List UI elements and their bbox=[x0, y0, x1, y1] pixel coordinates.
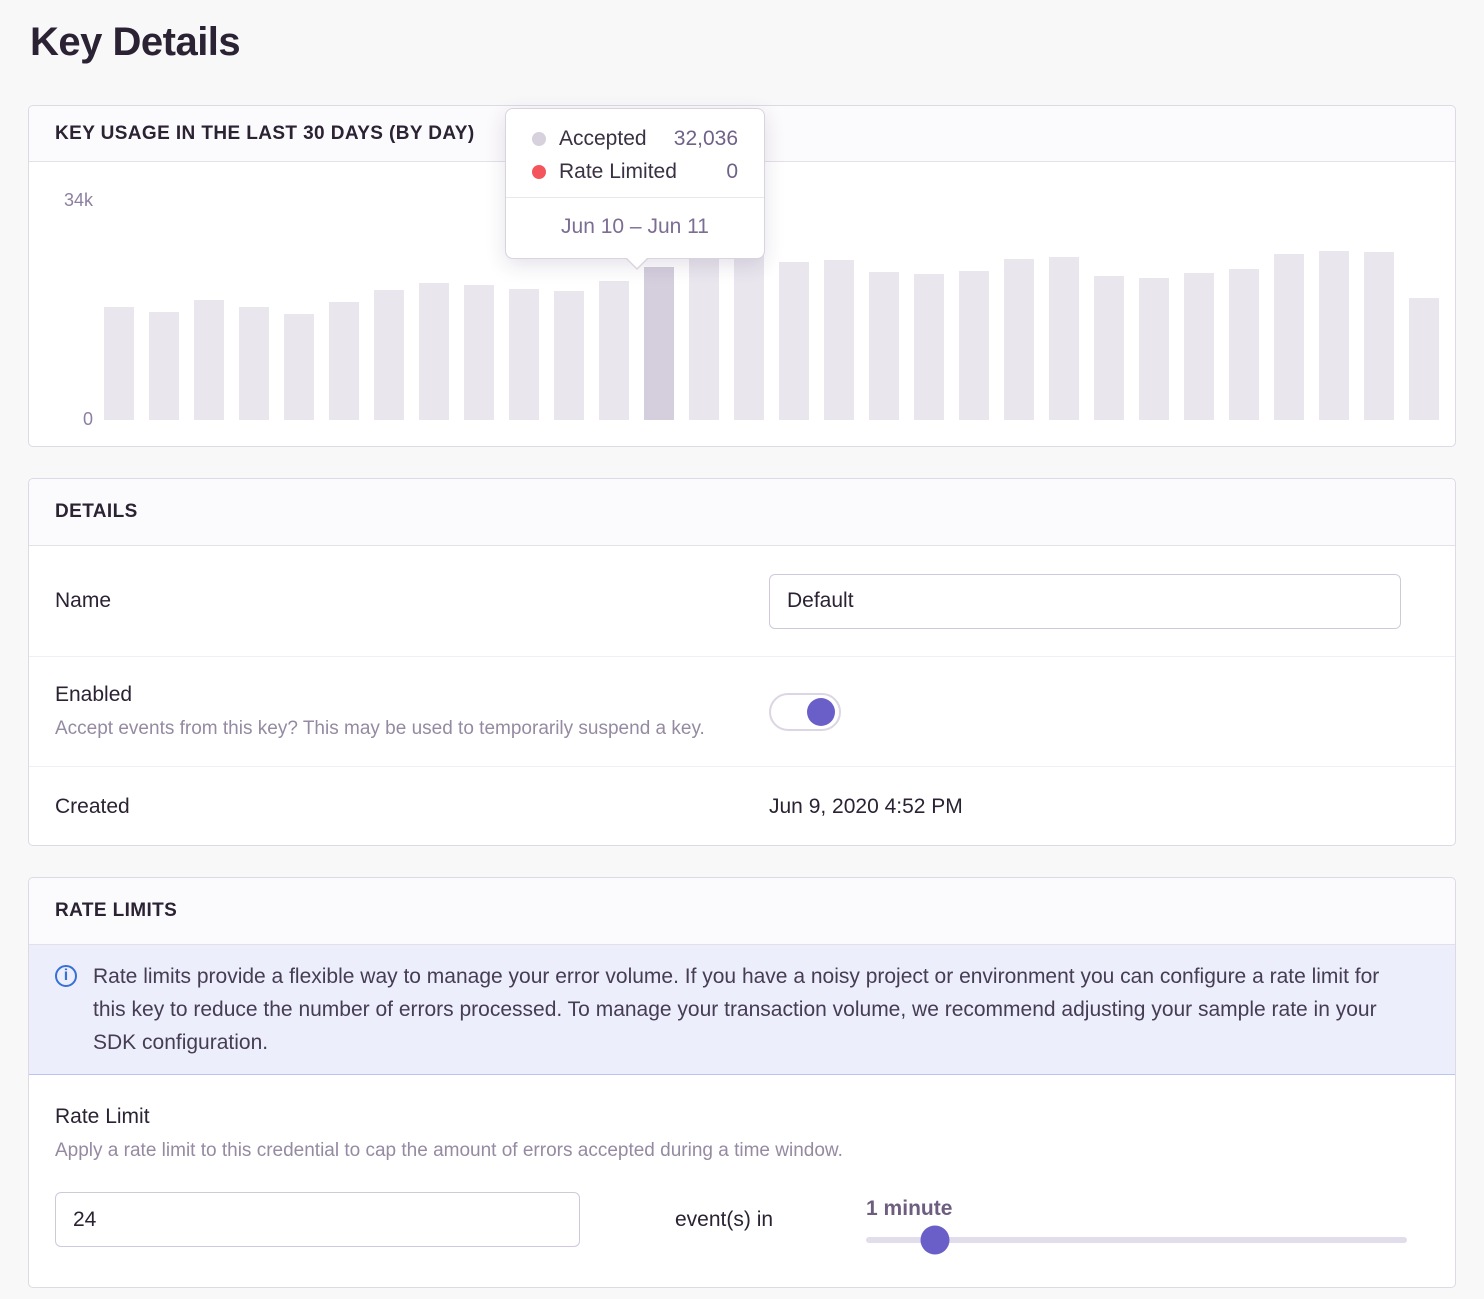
chart-bar[interactable] bbox=[239, 307, 269, 420]
time-window-slider-knob[interactable] bbox=[920, 1225, 950, 1254]
tooltip-row-accepted: Accepted 32,036 bbox=[532, 122, 738, 155]
chart-bar[interactable] bbox=[509, 289, 539, 420]
rate-limit-label: Rate Limit bbox=[55, 1105, 150, 1128]
enabled-help-text: Accept events from this key? This may be… bbox=[55, 718, 705, 739]
chart-bar[interactable] bbox=[779, 262, 809, 420]
enabled-label: Enabled bbox=[55, 683, 133, 706]
chart-bar[interactable] bbox=[644, 267, 674, 420]
chart-bar[interactable] bbox=[329, 302, 359, 420]
chart-bar[interactable] bbox=[1319, 251, 1349, 420]
tooltip-row-rate-limited: Rate Limited 0 bbox=[532, 155, 738, 188]
events-in-label: event(s) in bbox=[675, 1207, 774, 1231]
rate-limits-info-alert: i Rate limits provide a flexible way to … bbox=[29, 945, 1455, 1075]
chart-bar[interactable] bbox=[689, 256, 719, 420]
chart-bar[interactable] bbox=[1139, 278, 1169, 420]
chart-bar[interactable] bbox=[1364, 252, 1394, 420]
rate-limits-panel-title: RATE LIMITS bbox=[55, 900, 178, 921]
info-icon: i bbox=[55, 965, 77, 987]
created-value: Jun 9, 2020 4:52 PM bbox=[769, 795, 963, 818]
chart-bar[interactable] bbox=[464, 285, 494, 420]
rate-limits-panel-header: RATE LIMITS bbox=[29, 878, 1455, 945]
y-axis-zero-label: 0 bbox=[82, 409, 93, 429]
chart-bar[interactable] bbox=[1229, 269, 1259, 420]
page-title: Key Details bbox=[30, 20, 241, 64]
chart-bar[interactable] bbox=[194, 300, 224, 420]
details-panel-header: DETAILS bbox=[29, 479, 1455, 546]
y-axis-max-label: 34k bbox=[63, 190, 93, 210]
name-row: Name bbox=[29, 546, 1455, 657]
chart-bar[interactable] bbox=[1409, 298, 1439, 420]
name-label: Name bbox=[55, 589, 112, 612]
rate-limit-controls: event(s) in 1 minute bbox=[55, 1192, 1407, 1254]
accepted-series-dot-icon bbox=[532, 131, 546, 146]
chart-bar[interactable] bbox=[1094, 276, 1124, 420]
chart-bar[interactable] bbox=[374, 290, 404, 420]
rate-limits-panel: RATE LIMITS i Rate limits provide a flex… bbox=[28, 877, 1456, 1288]
time-window-slider[interactable] bbox=[866, 1225, 1407, 1254]
chart-tooltip: Accepted 32,036 Rate Limited 0 Jun 10 – … bbox=[505, 108, 765, 270]
enabled-toggle-knob bbox=[807, 697, 835, 726]
rate-limits-info-text: Rate limits provide a flexible way to ma… bbox=[93, 965, 1380, 1054]
chart-bar[interactable] bbox=[1184, 273, 1214, 420]
time-window-value-label: 1 minute bbox=[866, 1196, 953, 1220]
rate-limit-field: Rate Limit Apply a rate limit to this cr… bbox=[29, 1075, 1455, 1254]
chart-bar[interactable] bbox=[824, 260, 854, 420]
created-label: Created bbox=[55, 795, 130, 818]
chart-bar[interactable] bbox=[284, 314, 314, 420]
tooltip-divider bbox=[506, 197, 764, 198]
rate-limited-series-dot-icon bbox=[532, 164, 546, 179]
tooltip-rate-limited-value: 0 bbox=[726, 159, 738, 183]
tooltip-rate-limited-label: Rate Limited bbox=[559, 159, 677, 183]
chart-bar[interactable] bbox=[104, 307, 134, 420]
tooltip-accepted-value: 32,036 bbox=[673, 126, 738, 150]
chart-bar[interactable] bbox=[914, 274, 944, 420]
rate-limit-count-input[interactable] bbox=[55, 1192, 580, 1247]
time-window-slider-group: 1 minute bbox=[866, 1196, 1407, 1254]
chart-bar[interactable] bbox=[1274, 254, 1304, 420]
chart-bar[interactable] bbox=[599, 281, 629, 420]
created-row: Created Jun 9, 2020 4:52 PM bbox=[29, 767, 1455, 847]
details-panel-title: DETAILS bbox=[55, 501, 138, 522]
tooltip-accepted-label: Accepted bbox=[559, 126, 647, 150]
chart-bar[interactable] bbox=[869, 272, 899, 420]
details-panel: DETAILS Name Enabled Accept events from … bbox=[28, 478, 1456, 846]
chart-bar[interactable] bbox=[419, 283, 449, 420]
key-usage-panel: KEY USAGE IN THE LAST 30 DAYS (BY DAY) 3… bbox=[28, 105, 1456, 447]
key-usage-panel-title: KEY USAGE IN THE LAST 30 DAYS (BY DAY) bbox=[55, 122, 475, 144]
chart-bar[interactable] bbox=[149, 312, 179, 420]
bar-series bbox=[104, 200, 1439, 420]
rate-limit-help-text: Apply a rate limit to this credential to… bbox=[55, 1140, 843, 1161]
name-input[interactable] bbox=[769, 573, 1401, 629]
chart-bar[interactable] bbox=[554, 291, 584, 420]
enabled-toggle[interactable] bbox=[769, 692, 841, 731]
chart-bar[interactable] bbox=[1004, 259, 1034, 420]
enabled-row: Enabled Accept events from this key? Thi… bbox=[29, 657, 1455, 767]
tooltip-arrow bbox=[625, 257, 649, 270]
usage-bar-chart: 34k 0 bbox=[29, 162, 1455, 447]
chart-bar[interactable] bbox=[1049, 257, 1079, 420]
tooltip-date-range: Jun 10 – Jun 11 bbox=[561, 215, 709, 238]
chart-bar[interactable] bbox=[959, 271, 989, 420]
